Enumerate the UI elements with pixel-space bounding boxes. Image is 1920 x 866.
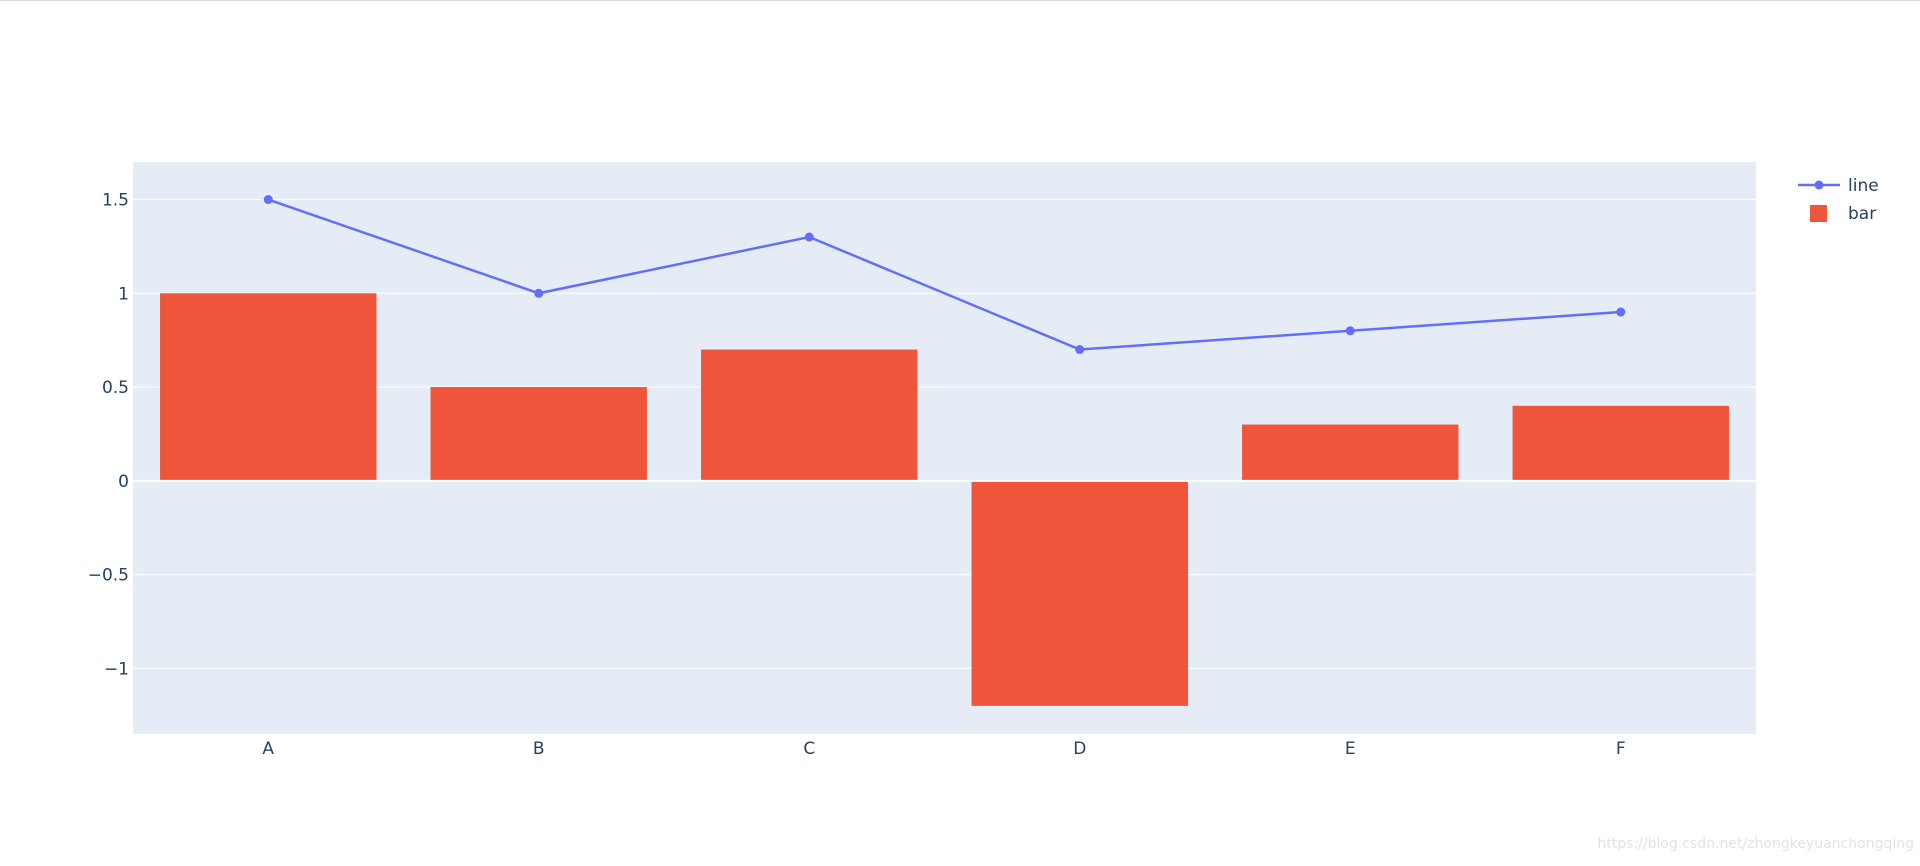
watermark: https://blog.csdn.net/zhongkeyuanchongqi… [1597, 836, 1914, 852]
legend-line-marker [1814, 180, 1824, 190]
grid-lines [133, 199, 1756, 669]
line-point-C [804, 232, 814, 242]
x-tick-label: C [803, 739, 815, 759]
line-point-D [1075, 345, 1085, 355]
bar-B [430, 387, 647, 481]
bar-A [160, 293, 377, 481]
plot-area [133, 162, 1756, 734]
x-tick-label: B [533, 739, 545, 759]
line-path [267, 198, 1621, 351]
line-point-A [263, 195, 273, 205]
line-point-F [1616, 307, 1626, 317]
y-tick-label: −1 [104, 659, 129, 679]
legend-label-bar[interactable]: bar [1848, 204, 1876, 224]
top-divider [0, 0, 1920, 1]
x-tick-label: F [1616, 739, 1626, 759]
bar-series [160, 293, 1729, 706]
line-series [263, 195, 1626, 355]
line-point-B [534, 288, 544, 298]
line-point-E [1345, 326, 1355, 336]
x-tick-label: D [1073, 739, 1086, 759]
bar-F [1512, 405, 1729, 481]
legend: line bar [1798, 176, 1879, 224]
y-tick-label: 0.5 [102, 378, 129, 398]
x-tick-label: A [262, 739, 274, 759]
x-axis-ticks: A B C D E F [262, 739, 1625, 759]
x-tick-label: E [1345, 739, 1356, 759]
bar-E [1242, 424, 1459, 481]
legend-label-line[interactable]: line [1848, 176, 1879, 196]
y-tick-label: −0.5 [88, 566, 129, 586]
legend-bar-swatch [1810, 205, 1827, 222]
bar-C [701, 349, 918, 481]
y-tick-label: 1.5 [102, 191, 129, 211]
bar-D [971, 480, 1188, 706]
y-tick-label: 1 [118, 284, 129, 304]
y-tick-label: 0 [118, 472, 129, 492]
y-axis-ticks: −1 −0.5 0 0.5 1 1.5 [88, 191, 129, 680]
